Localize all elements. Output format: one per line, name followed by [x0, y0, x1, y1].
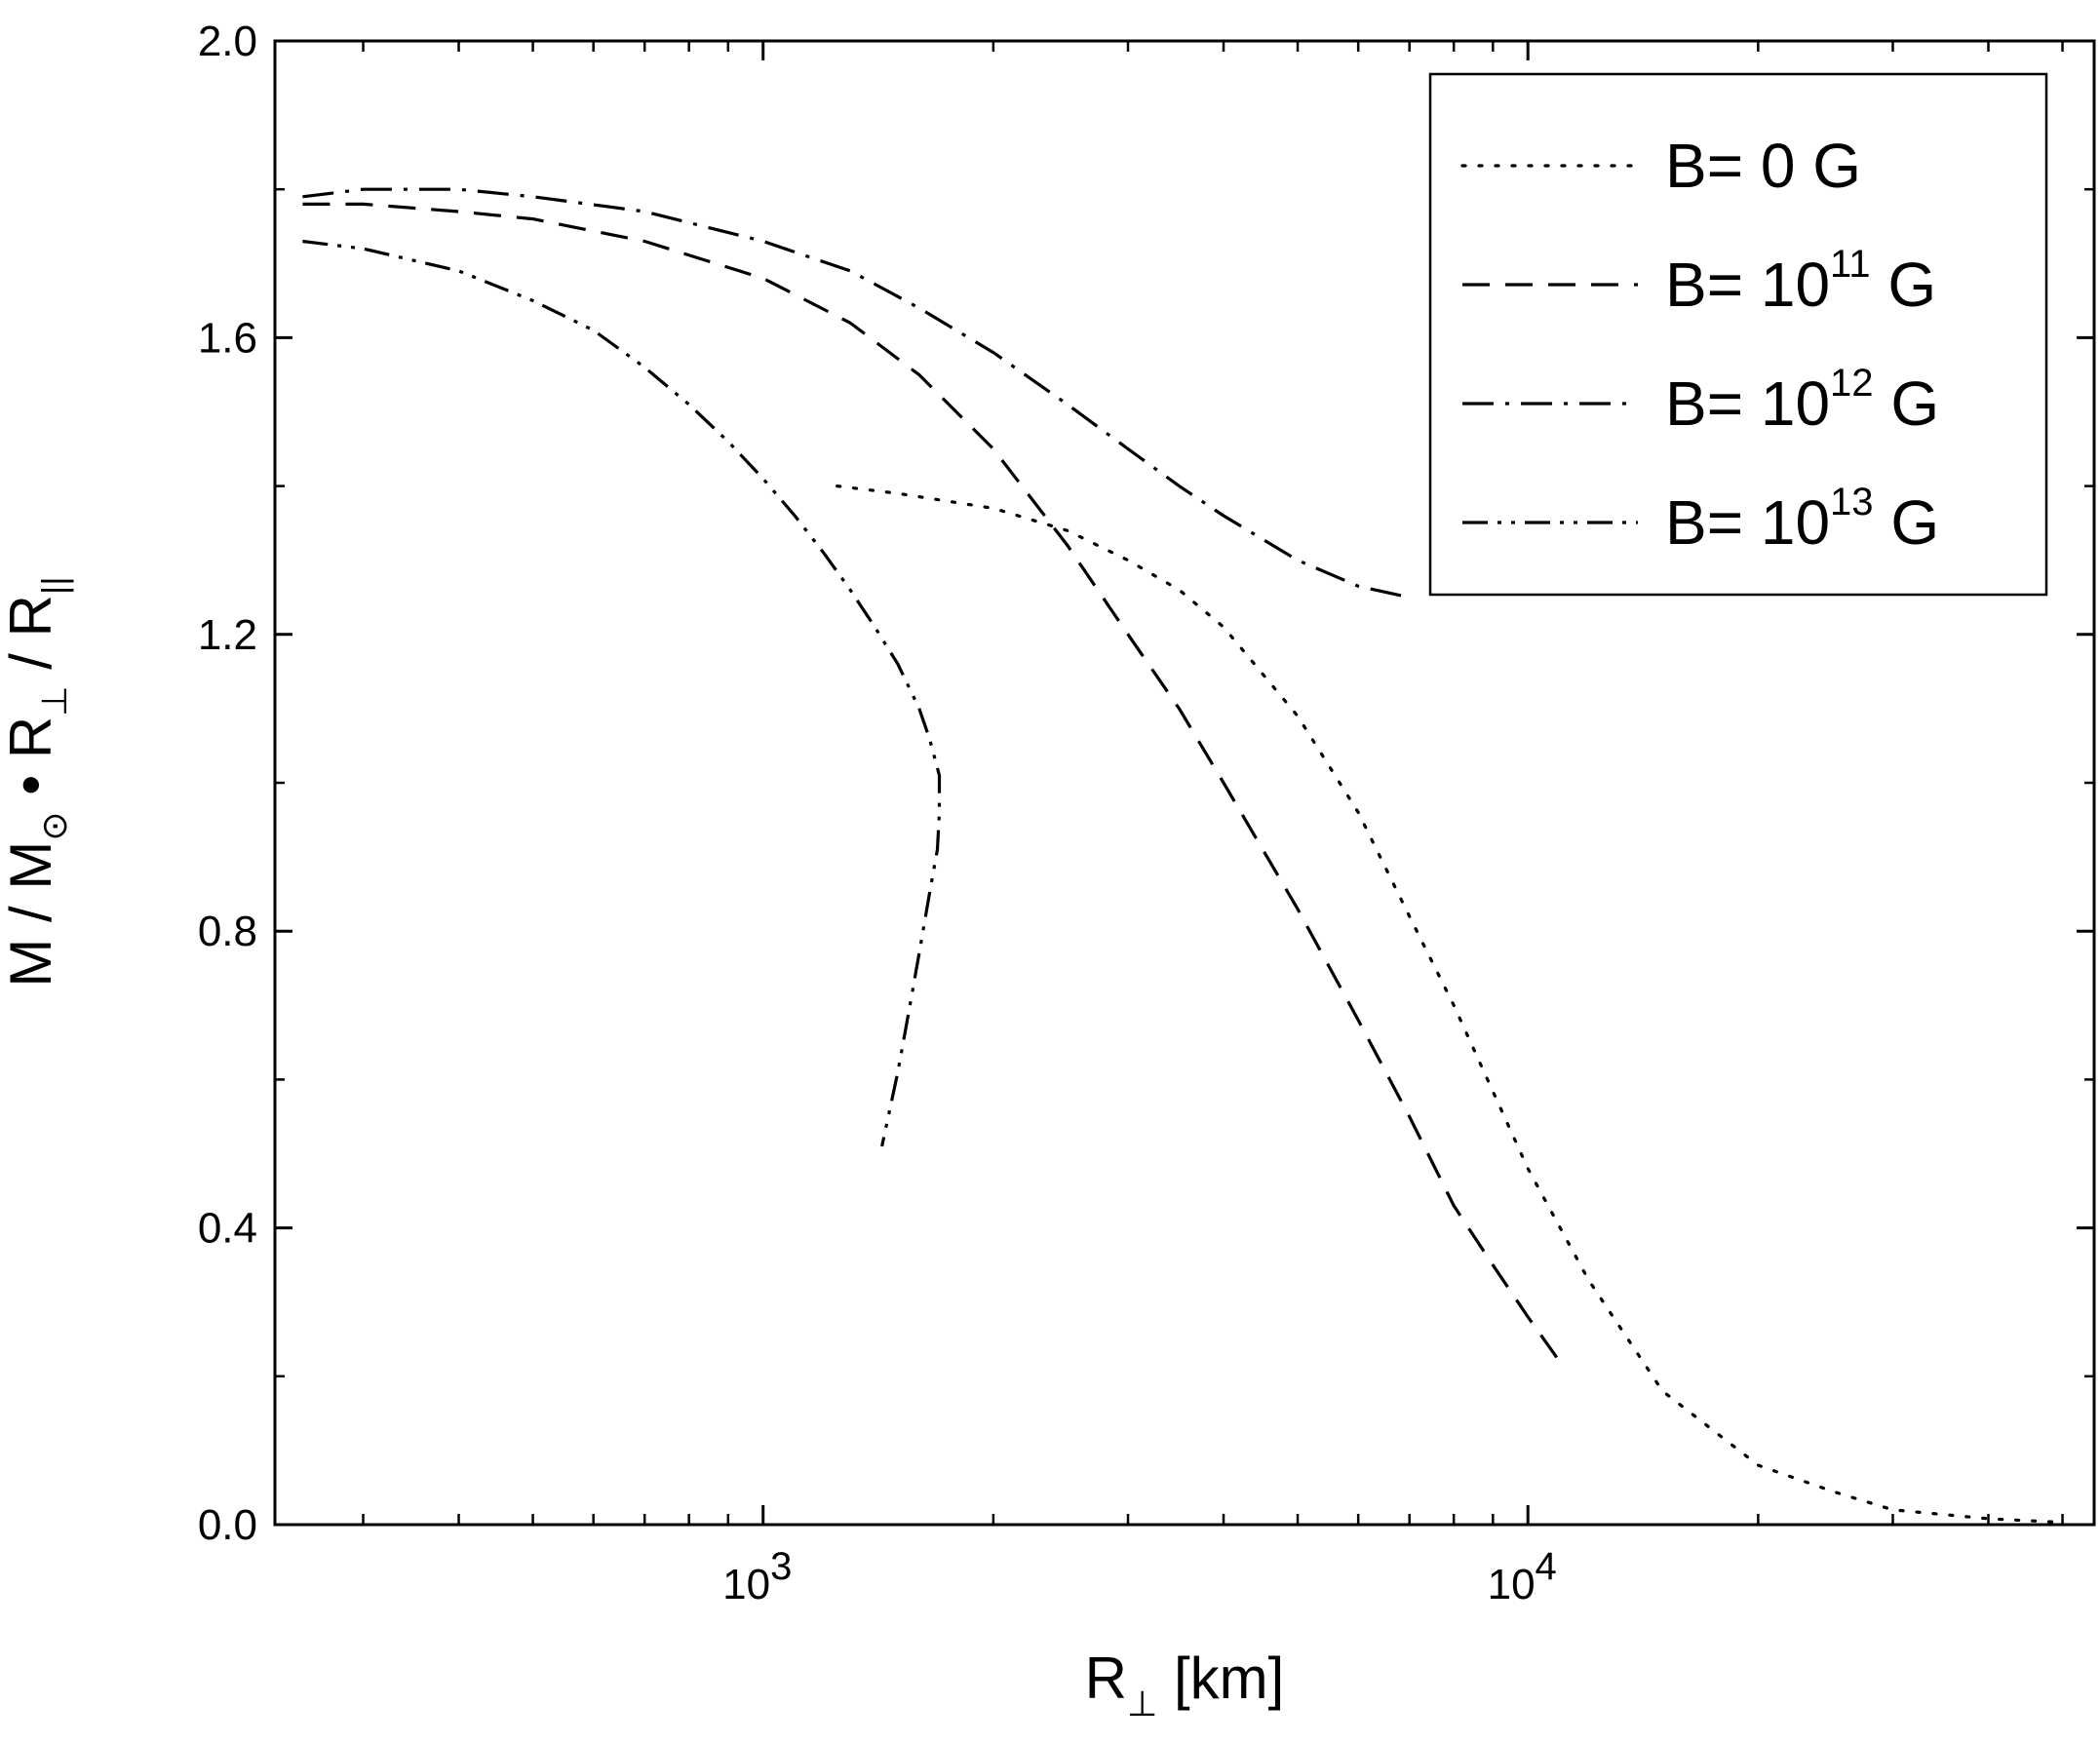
legend-label-unit: G — [1871, 250, 1937, 320]
y-tick-label: 0.4 — [198, 1205, 257, 1253]
plot-frame — [273, 39, 2096, 1527]
x-axis-label-main: R — [1085, 1646, 1127, 1711]
legend-label-2: B= 1012 G — [1665, 362, 1939, 439]
y-axis-label: M / M⊙ • R⊥ / R|| — [0, 576, 74, 987]
legend-label-0: B= 0 G — [1665, 131, 1861, 201]
y-axis-label-subscript: ⊙ — [34, 811, 74, 840]
legend-label-unit: G — [1874, 487, 1940, 558]
legend-label-1: B= 1011 G — [1665, 243, 1936, 320]
legend-label-base: B= 10 — [1665, 487, 1830, 558]
legend-label-unit: G — [1874, 368, 1940, 439]
x-tick-label-base: 10 — [722, 1561, 770, 1608]
y-tick-label: 0.0 — [198, 1501, 257, 1549]
series-line-2 — [302, 187, 1411, 600]
y-axis-label-subscript: ⊥ — [34, 685, 74, 716]
x-tick-label: 103 — [722, 1545, 792, 1608]
x-tick-label: 104 — [1488, 1545, 1557, 1608]
legend-label-exponent: 12 — [1830, 362, 1874, 405]
x-tick-label-exponent: 4 — [1536, 1545, 1557, 1588]
y-axis-label-part: • R — [0, 717, 63, 812]
legend: B= 0 GB= 1011 GB= 1012 GB= 1013 G — [1428, 72, 2048, 597]
legend-label-exponent: 13 — [1830, 481, 1874, 523]
series-line-0 — [836, 484, 2065, 1525]
y-axis-label-subscript: || — [34, 576, 74, 595]
x-axis-label-subscript: ⊥ — [1127, 1684, 1157, 1724]
legend-label-exponent: 11 — [1830, 243, 1871, 286]
legend-label-base: B= 0 — [1665, 131, 1795, 201]
x-axis-label-unit: [km] — [1157, 1646, 1284, 1711]
y-tick-label: 2.0 — [198, 18, 257, 65]
y-tick-label: 0.8 — [198, 908, 257, 955]
y-tick-label: 1.6 — [198, 314, 257, 362]
legend-label-base: B= 10 — [1665, 250, 1830, 320]
legend-box — [1428, 72, 2048, 597]
y-axis-label-part: / R — [0, 595, 63, 685]
y-axis-label-part: M / M — [0, 841, 63, 988]
y-tick-label: 1.2 — [198, 611, 257, 659]
legend-label-3: B= 1013 G — [1665, 481, 1939, 558]
x-tick-label-base: 10 — [1488, 1561, 1536, 1608]
legend-label-base: B= 10 — [1665, 368, 1830, 439]
series-line-3 — [302, 239, 942, 1147]
x-axis-label: R⊥ [km] — [1085, 1646, 1285, 1724]
x-tick-label-exponent: 3 — [770, 1545, 792, 1588]
series-layer — [302, 187, 2065, 1525]
legend-label-unit: G — [1795, 131, 1861, 201]
